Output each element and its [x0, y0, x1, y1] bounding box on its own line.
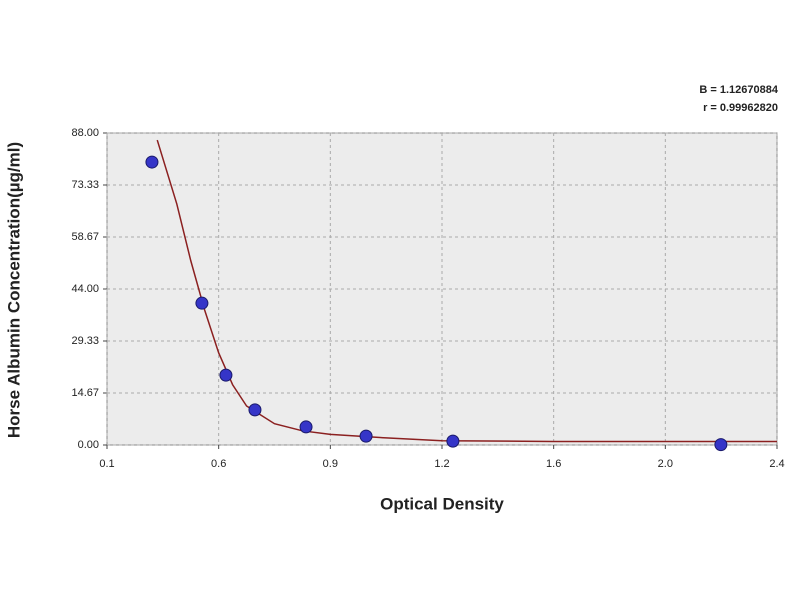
- y-axis-title: Horse Albumin Concentration(µg/ml): [4, 142, 23, 438]
- data-point: [714, 438, 728, 452]
- y-tick-label: 58.67: [71, 231, 99, 243]
- annotation: r = 0.99962820: [703, 102, 778, 114]
- fit-curve: [156, 139, 777, 443]
- y-tick-label: 88.00: [71, 127, 99, 139]
- x-tick-label: 0.1: [99, 458, 114, 470]
- annotation: B = 1.12670884: [699, 84, 778, 96]
- x-tick-label: 1.2: [434, 458, 449, 470]
- y-tick-label: 73.33: [71, 179, 99, 191]
- x-axis-title: Optical Density: [380, 494, 504, 513]
- y-tick-label: 29.33: [71, 335, 99, 347]
- y-tick-label: 14.67: [71, 387, 99, 399]
- y-tick-label: 0.00: [78, 439, 99, 451]
- data-point: [145, 155, 159, 169]
- data-point: [248, 403, 262, 417]
- x-tick-label: 0.6: [211, 458, 226, 470]
- data-point: [299, 420, 313, 434]
- data-point: [359, 429, 373, 443]
- marks: [156, 139, 777, 443]
- x-tick-label: 1.6: [546, 458, 561, 470]
- data-point: [195, 296, 209, 310]
- data-point: [219, 368, 233, 382]
- data-point: [446, 434, 460, 448]
- x-tick-label: 2.0: [658, 458, 673, 470]
- grid: [103, 132, 778, 449]
- y-tick-label: 44.00: [71, 283, 99, 295]
- x-tick-label: 0.9: [323, 458, 338, 470]
- x-tick-label: 2.4: [769, 458, 784, 470]
